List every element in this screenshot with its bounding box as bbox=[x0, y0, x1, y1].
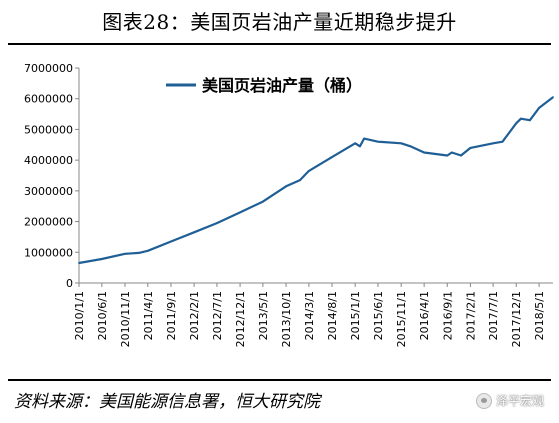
x-tick-label: 2014/8/1 bbox=[326, 291, 339, 340]
data-point bbox=[501, 140, 504, 143]
y-axis: 0 1000000 2000000 3000000 4000000 5000000 6000… bbox=[24, 62, 80, 290]
top-rule bbox=[8, 43, 551, 45]
data-point bbox=[469, 146, 472, 149]
y-tick-label: 2000000 bbox=[24, 216, 73, 229]
data-point bbox=[170, 240, 172, 243]
y-tick-label: 4000000 bbox=[24, 154, 73, 167]
data-point bbox=[528, 119, 531, 122]
data-point bbox=[377, 140, 379, 143]
x-tick-label: 2017/7/1 bbox=[487, 291, 500, 340]
series-line bbox=[78, 96, 554, 265]
data-point bbox=[124, 252, 126, 255]
data-point bbox=[538, 107, 540, 109]
data-point bbox=[515, 122, 518, 125]
x-tick-label: 2016/4/1 bbox=[418, 291, 431, 340]
data-point bbox=[450, 151, 453, 154]
data-point bbox=[552, 96, 554, 99]
data-point bbox=[78, 262, 80, 264]
y-tick-label: 1000000 bbox=[24, 246, 73, 259]
line-chart: 0 1000000 2000000 3000000 4000000 5000000 6000… bbox=[24, 62, 554, 347]
data-point bbox=[409, 145, 412, 148]
data-point bbox=[331, 156, 333, 158]
x-tick-label: 2013/10/1 bbox=[280, 291, 293, 347]
data-point bbox=[262, 200, 264, 203]
data-point bbox=[354, 142, 357, 145]
legend: 美国页岩油产量（桶） bbox=[166, 76, 362, 95]
data-point bbox=[460, 154, 462, 157]
data-point bbox=[307, 169, 310, 172]
data-point bbox=[492, 142, 495, 145]
bottom-rule bbox=[8, 379, 551, 381]
x-tick-label: 2015/11/1 bbox=[395, 291, 408, 347]
watermark-label: 泽平宏观 bbox=[496, 394, 545, 408]
y-tick-label: 3000000 bbox=[24, 185, 73, 198]
x-tick-label: 2011/4/1 bbox=[142, 291, 155, 340]
y-tick-label: 5000000 bbox=[24, 123, 73, 136]
y-tick-label: 0 bbox=[66, 277, 73, 290]
data-point bbox=[285, 185, 287, 188]
data-point bbox=[239, 211, 241, 214]
data-point bbox=[400, 142, 403, 145]
data-point bbox=[358, 145, 361, 148]
data-point bbox=[363, 137, 365, 140]
data-point bbox=[299, 179, 301, 182]
source-note: 资料来源：美国能源信息署，恒大研究院 bbox=[14, 392, 320, 412]
x-axis: 2010/1/1 2010/6/1 2010/11/1 2011/4/1 2011/9/… bbox=[73, 282, 553, 347]
x-tick-label: 2017/2/1 bbox=[464, 291, 477, 340]
x-tick-label: 2010/6/1 bbox=[96, 291, 109, 340]
data-point bbox=[520, 117, 522, 120]
wechat-icon bbox=[476, 392, 492, 409]
x-tick-label: 2015/1/1 bbox=[349, 291, 362, 340]
x-tick-label: 2012/12/1 bbox=[234, 291, 247, 347]
x-tick-label: 2011/9/1 bbox=[165, 291, 178, 340]
page-title: 图表28：美国页岩油产量近期稳步提升 bbox=[102, 10, 457, 34]
data-point bbox=[193, 231, 195, 234]
legend-label: 美国页岩油产量（桶） bbox=[202, 76, 362, 95]
y-tick-label: 6000000 bbox=[24, 93, 73, 106]
data-point bbox=[100, 258, 103, 260]
x-tick-label: 2013/5/1 bbox=[257, 291, 270, 340]
data-point bbox=[446, 154, 449, 157]
x-tick-label: 2012/2/1 bbox=[188, 291, 201, 340]
y-tick-label: 7000000 bbox=[24, 62, 73, 75]
x-tick-label: 2015/6/1 bbox=[372, 291, 385, 340]
watermark: 泽平宏观 bbox=[476, 392, 544, 409]
x-tick-label: 2010/1/1 bbox=[73, 291, 86, 340]
x-tick-label: 2012/7/1 bbox=[211, 291, 224, 340]
data-point bbox=[216, 222, 218, 225]
x-tick-label: 2014/3/1 bbox=[303, 291, 316, 340]
series-layer bbox=[78, 96, 554, 265]
data-point bbox=[423, 151, 426, 154]
x-tick-label: 2018/5/1 bbox=[533, 291, 546, 340]
x-tick-label: 2017/12/1 bbox=[510, 291, 523, 347]
x-tick-label: 2010/11/1 bbox=[119, 291, 132, 347]
x-tick-label: 2016/9/1 bbox=[441, 291, 454, 340]
data-point bbox=[137, 252, 140, 254]
data-point bbox=[146, 249, 149, 252]
